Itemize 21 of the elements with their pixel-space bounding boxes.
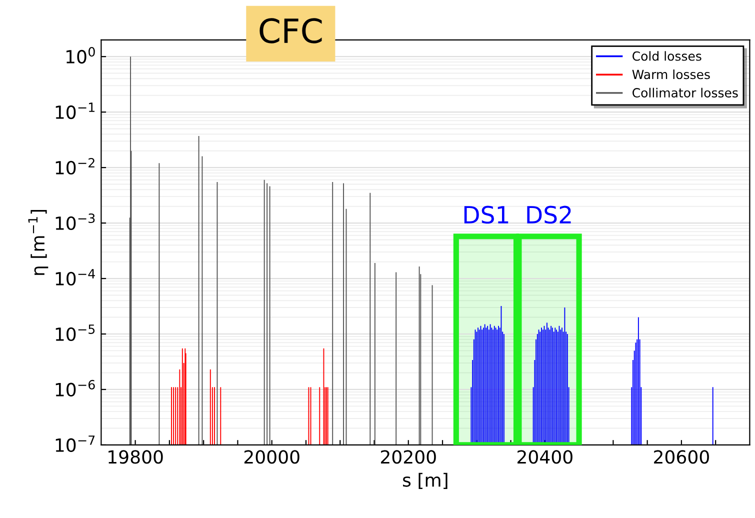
y-tick-label: 10$^{0}$: [66, 47, 95, 64]
legend-label: Warm losses: [632, 69, 710, 80]
legend-label: Collimator losses: [632, 88, 738, 98]
band-label: DS2: [527, 206, 571, 224]
x-axis-title: s [m]: [403, 472, 448, 489]
x-tick-label: 19800: [108, 450, 163, 464]
y-tick-label: 10$^{−4}$: [56, 269, 95, 286]
y-tick-label: 10$^{−7}$: [56, 436, 95, 452]
y-axis-title: η [m$^{−1}$]: [28, 210, 48, 275]
y-tick-label: 10$^{−1}$: [56, 102, 94, 120]
legend-label: Cold losses: [632, 51, 702, 61]
y-tick-label: 10$^{−2}$: [56, 158, 94, 175]
y-tick-label: 10$^{−6}$: [56, 380, 95, 396]
x-tick-label: 20200: [380, 450, 436, 464]
y-tick-label: 10$^{−5}$: [56, 324, 95, 341]
y-tick-label: 10$^{−3}$: [56, 213, 95, 230]
band-label: DS1: [464, 206, 508, 224]
x-tick-label: 20000: [244, 450, 300, 464]
x-tick-label: 20600: [654, 450, 709, 464]
x-tick-label: 20400: [518, 450, 572, 464]
annotation: CFC: [260, 18, 322, 44]
